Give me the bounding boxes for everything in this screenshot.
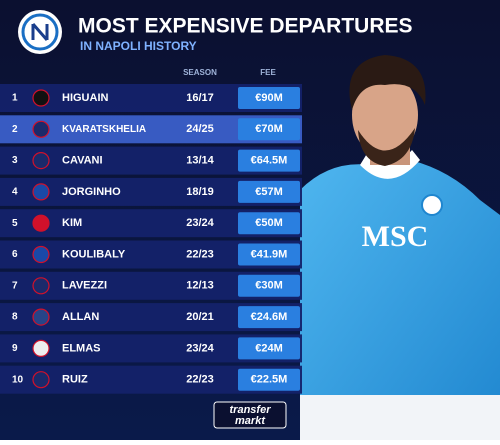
season: 18/19	[186, 186, 214, 198]
rank: 4	[12, 187, 18, 198]
club-badge	[32, 183, 50, 201]
rank: 2	[12, 124, 18, 135]
season: 16/17	[186, 92, 214, 104]
rank: 6	[12, 249, 18, 260]
season: 24/25	[186, 123, 214, 135]
club-badge	[32, 371, 50, 389]
title: MOST EXPENSIVE DEPARTURES	[78, 15, 413, 38]
player-name: HIGUAIN	[62, 92, 109, 104]
fee: €24.6M	[251, 311, 288, 323]
club-badge	[32, 152, 50, 170]
column-header: FEE	[260, 68, 276, 77]
club-badge	[32, 308, 50, 326]
rank: 8	[12, 312, 18, 323]
player-photo: MSC	[300, 55, 500, 440]
season: 13/14	[186, 155, 214, 167]
fee: €70M	[255, 123, 283, 135]
club-badge	[32, 120, 50, 138]
fee-box	[238, 149, 300, 172]
rank: 9	[12, 343, 18, 354]
player-name: RUIZ	[62, 374, 88, 386]
season: 23/24	[186, 342, 214, 354]
rank: 10	[12, 374, 24, 385]
fee: €64.5M	[251, 155, 288, 167]
rank: 7	[12, 280, 18, 291]
fee: €57M	[255, 186, 283, 198]
fee-box	[238, 306, 300, 329]
rank: 3	[12, 155, 18, 166]
fee: €50M	[255, 217, 283, 229]
column-header: SEASON	[183, 68, 217, 77]
rank: 5	[12, 218, 18, 229]
fee: €24M	[255, 342, 283, 354]
fee: €30M	[255, 280, 283, 292]
club-badge	[32, 339, 50, 357]
season: 22/23	[186, 374, 214, 386]
season: 22/23	[186, 248, 214, 260]
fee-box	[238, 337, 300, 360]
fee-box	[238, 118, 300, 141]
player-name: CAVANI	[62, 155, 103, 167]
fee: €22.5M	[251, 374, 288, 386]
table: SEASON FEE 1 HIGUAIN 16/17 €90M 2 KVARATSKHELIA…	[0, 68, 302, 394]
player-name: ELMAS	[62, 342, 101, 354]
logo-top: transfer	[230, 404, 272, 416]
fee-box	[238, 87, 300, 109]
footer-logo: transfer markt	[213, 401, 287, 429]
fee-box	[238, 212, 300, 235]
season: 23/24	[186, 217, 214, 229]
club-badge	[32, 245, 50, 264]
club-badge	[32, 214, 50, 232]
club-badge	[32, 277, 50, 295]
player-name: LAVEZZI	[62, 280, 107, 292]
fee-box	[238, 274, 300, 297]
fee-box	[238, 368, 300, 391]
season: 12/13	[186, 280, 214, 292]
player-name: KOULIBALY	[62, 248, 126, 260]
player-name: JORGINHO	[62, 186, 121, 198]
player-name: KVARATSKHELIA	[62, 124, 146, 135]
player-name: ALLAN	[62, 311, 99, 323]
fee: €41.9M	[251, 248, 288, 260]
logo-bottom: markt	[235, 415, 266, 427]
club-badge	[32, 89, 50, 107]
rank: 1	[12, 93, 18, 104]
fee: €90M	[255, 92, 283, 104]
fee-box	[238, 180, 300, 203]
player-name: KIM	[62, 217, 82, 229]
sponsor: MSC	[362, 220, 429, 253]
club-logo-ring	[21, 13, 59, 51]
season: 20/21	[186, 311, 214, 323]
subtitle: IN NAPOLI HISTORY	[80, 39, 197, 53]
club-logo-n	[31, 23, 49, 41]
fee-box	[238, 243, 300, 266]
